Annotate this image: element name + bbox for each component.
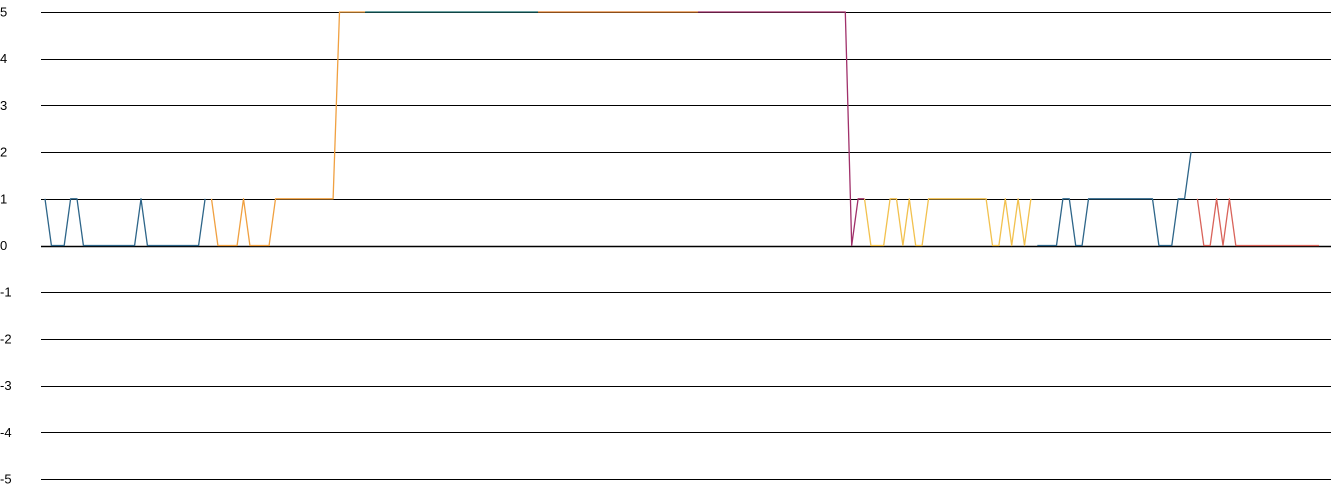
y-tick-label: 0 [0,238,7,253]
series-lines [44,11,1319,247]
series-line-1 [44,198,206,247]
y-tick-label: 1 [0,191,7,206]
series-line-6 [863,198,1032,247]
y-tick-label: -4 [0,425,12,440]
series-line-7 [1037,152,1192,247]
y-tick-label: 4 [0,51,7,66]
y-tick-label: 2 [0,145,7,160]
series-line-2 [210,11,366,247]
y-tick-label: -5 [0,472,12,487]
series-line-8 [1196,198,1319,247]
y-tick-label: -1 [0,285,12,300]
series-line-5 [698,11,865,247]
y-tick-label: -2 [0,331,12,346]
y-tick-label: 5 [0,5,7,20]
y-axis-tick-labels: 5 4 3 2 1 0 -1 -2 -3 -4 -5 [0,5,12,487]
y-tick-label: -3 [0,378,12,393]
y-tick-label: 3 [0,98,7,113]
